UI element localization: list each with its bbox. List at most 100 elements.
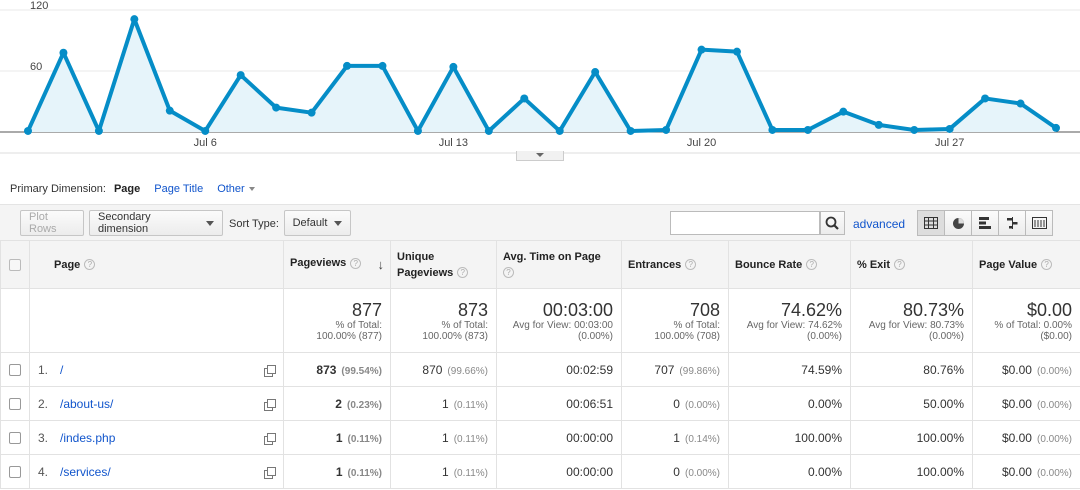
select-all-checkbox[interactable] (9, 258, 21, 271)
table-search-input[interactable] (670, 211, 820, 235)
page-link[interactable]: /services/ (60, 464, 111, 479)
data-point (591, 68, 600, 77)
help-icon[interactable]: ? (685, 259, 697, 271)
row-number: 1. (38, 362, 49, 377)
row-checkbox[interactable] (9, 466, 21, 479)
help-icon[interactable]: ? (457, 267, 469, 279)
data-point (732, 47, 741, 56)
page-link[interactable]: /about-us/ (60, 396, 114, 411)
pageviews-value: 2 (335, 396, 342, 411)
pageviews-cell: 1 (0.11%) (283, 454, 391, 489)
col-header-pageviews[interactable]: Pageviews? ↓ (283, 240, 391, 289)
bounce-rate-cell: 0.00% (728, 454, 851, 489)
total-sub: (0.00%) (806, 330, 842, 342)
col-header-avg-time[interactable]: Avg. Time on Page? (496, 240, 622, 289)
advanced-filter-link[interactable]: advanced (853, 217, 906, 231)
y-tick-label: 60 (30, 61, 42, 73)
series-line (26, 17, 1058, 133)
unique-pageviews-value: 1 (442, 430, 449, 445)
open-page-icon[interactable] (264, 432, 276, 445)
total-sub: ($0.00) (1040, 330, 1072, 342)
total-value: 877 (351, 299, 382, 320)
col-header-page-value[interactable]: Page Value? (972, 240, 1080, 289)
bar-view-button[interactable] (971, 210, 999, 236)
row-checkbox[interactable] (9, 398, 21, 411)
help-icon[interactable]: ? (894, 259, 906, 271)
data-point (1016, 99, 1025, 108)
sort-type-value: Default (292, 217, 328, 229)
row-select-cell (0, 454, 30, 489)
unique-pageviews-value: 1 (442, 464, 449, 479)
pivot-view-button[interactable] (1025, 210, 1053, 236)
entrances-cell: 0 (0.00%) (621, 386, 729, 421)
comparison-view-button[interactable] (998, 210, 1026, 236)
total-sub: 100.00% (708) (654, 330, 720, 342)
select-all-cell (0, 240, 30, 289)
data-point (520, 94, 529, 103)
total-sub: Avg for View: 80.73% (868, 319, 964, 331)
open-page-icon[interactable] (264, 398, 276, 411)
dimension-page[interactable]: Page (113, 183, 141, 195)
table-header-row: Page? Pageviews? ↓ Unique Pageviews? Avg.… (0, 240, 1080, 289)
data-point (59, 48, 68, 57)
row-select-cell (0, 352, 30, 387)
page-cell: 4. /services/ (29, 454, 284, 489)
entrances-cell: 707 (99.86%) (621, 352, 729, 387)
pie-view-button[interactable] (944, 210, 972, 236)
avg-time-cell: 00:02:59 (496, 352, 622, 387)
secondary-dimension-dropdown[interactable]: Secondary dimension (89, 210, 223, 236)
report-table: Page? Pageviews? ↓ Unique Pageviews? Avg.… (0, 240, 1080, 489)
total-exit: 80.73% Avg for View: 80.73% (0.00%) (850, 288, 973, 353)
data-point (343, 61, 352, 70)
total-entrances: 708% of Total: 100.00% (708) (621, 288, 729, 353)
table-view-button[interactable] (917, 210, 945, 236)
x-tick-label: Jul 6 (194, 137, 217, 149)
col-header-entrances[interactable]: Entrances? (621, 240, 729, 289)
row-number: 2. (38, 396, 49, 411)
unique-pageviews-pct: (0.11%) (453, 399, 488, 411)
entrances-pct: (0.00%) (684, 399, 720, 411)
row-checkbox[interactable] (9, 364, 21, 377)
pageviews-value: 1 (335, 430, 343, 445)
bounce-rate-cell: 100.00% (728, 420, 851, 455)
x-tick-label: Jul 13 (439, 137, 468, 149)
pageviews-value: 1 (335, 464, 343, 479)
col-header-bounce-rate[interactable]: Bounce Rate? (728, 240, 851, 289)
total-sub: % of Total: (673, 319, 720, 331)
dimension-page-title[interactable]: Page Title (154, 183, 204, 195)
help-icon[interactable]: ? (84, 259, 96, 271)
caret-down-icon (248, 187, 255, 192)
open-page-icon[interactable] (264, 466, 276, 479)
page-link[interactable]: /indes.php (60, 430, 116, 445)
page-value-cell: $0.00 (0.00%) (972, 420, 1080, 455)
unique-pageviews-pct: (0.11%) (453, 433, 488, 445)
data-point (236, 71, 245, 80)
dimension-other-dropdown[interactable]: Other (217, 183, 255, 195)
help-icon[interactable]: ? (806, 259, 818, 271)
col-header-exit[interactable]: % Exit? (850, 240, 973, 289)
plot-rows-button[interactable]: Plot Rows (20, 210, 84, 236)
total-sub: (0.00%) (577, 330, 613, 342)
search-button[interactable] (820, 211, 845, 235)
data-point (768, 125, 777, 134)
row-checkbox[interactable] (9, 432, 21, 445)
caret-down-icon (206, 220, 214, 226)
page-link[interactable]: / (60, 362, 64, 377)
open-page-icon[interactable] (264, 364, 276, 377)
totals-empty-cell (29, 288, 284, 353)
sort-type-dropdown[interactable]: Default (284, 210, 351, 236)
total-sub: % of Total: (335, 319, 382, 331)
help-icon[interactable]: ? (1041, 259, 1053, 271)
help-icon[interactable]: ? (503, 267, 514, 279)
data-point (449, 62, 458, 71)
total-sub: 100.00% (873) (422, 330, 488, 342)
chart-collapse-toggle[interactable] (516, 151, 564, 161)
totals-row: 877% of Total: 100.00% (877) 873% of Tota… (0, 288, 1080, 353)
help-icon[interactable]: ? (350, 257, 362, 269)
unique-pageviews-cell: 870 (99.66%) (390, 352, 497, 387)
col-header-unique-pageviews[interactable]: Unique Pageviews? (390, 240, 497, 289)
unique-pageviews-cell: 1 (0.11%) (390, 386, 497, 421)
col-header-page[interactable]: Page? (29, 240, 284, 289)
page-value: $0.00 (1001, 362, 1032, 377)
data-point (484, 126, 493, 135)
